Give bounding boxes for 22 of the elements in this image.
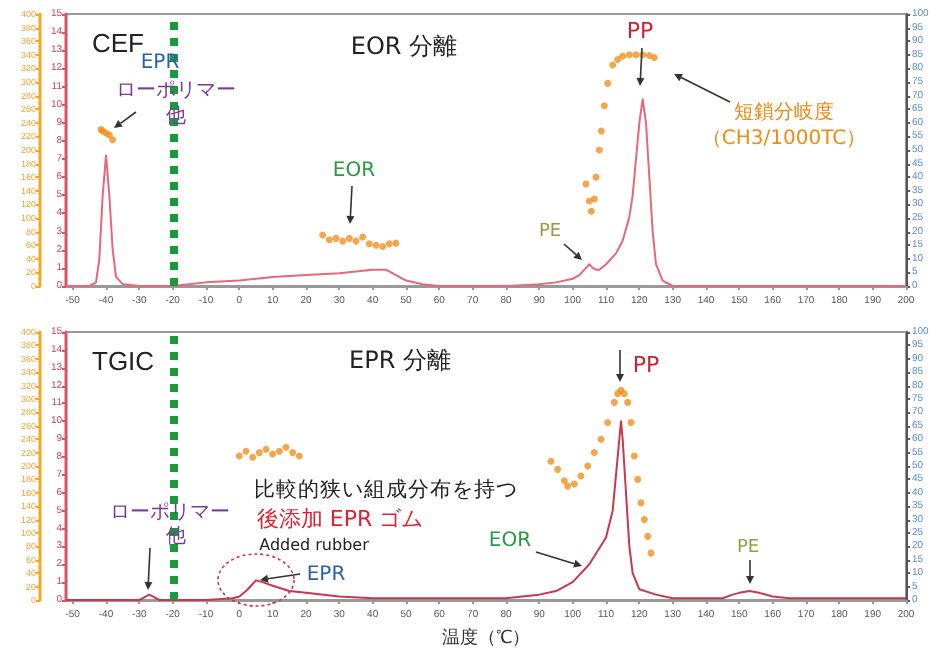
annotation: EOR bbox=[488, 530, 532, 552]
annotation: ローポリマー bbox=[110, 502, 230, 524]
annotation: （CH3/1000TC） bbox=[701, 128, 867, 150]
annotation: 短鎖分岐度 bbox=[734, 100, 834, 124]
annotation: ローポリマー bbox=[116, 80, 236, 102]
text: TGIC bbox=[92, 346, 155, 376]
annotation: 後添加 EPR ゴム bbox=[256, 506, 424, 532]
x-axis-title: 温度（℃） bbox=[442, 627, 530, 647]
annotation: EPR 分離 bbox=[349, 346, 451, 374]
annotation: 他 bbox=[166, 524, 186, 548]
annotation: EPR bbox=[140, 52, 180, 74]
annotation: PP bbox=[626, 18, 654, 44]
annotation: 比較的狭い組成分布を持つ bbox=[254, 476, 518, 502]
annotation: 他 bbox=[166, 104, 186, 128]
annotation: Added rubber bbox=[259, 536, 371, 554]
annotation: EOR 分離 bbox=[350, 32, 458, 60]
annotation: PP bbox=[632, 352, 660, 378]
text: CEF bbox=[92, 28, 145, 58]
annotation: PE bbox=[736, 538, 760, 558]
annotation: EPR bbox=[306, 564, 346, 586]
annotation: EOR bbox=[332, 160, 376, 182]
annotation: PE bbox=[538, 222, 562, 242]
